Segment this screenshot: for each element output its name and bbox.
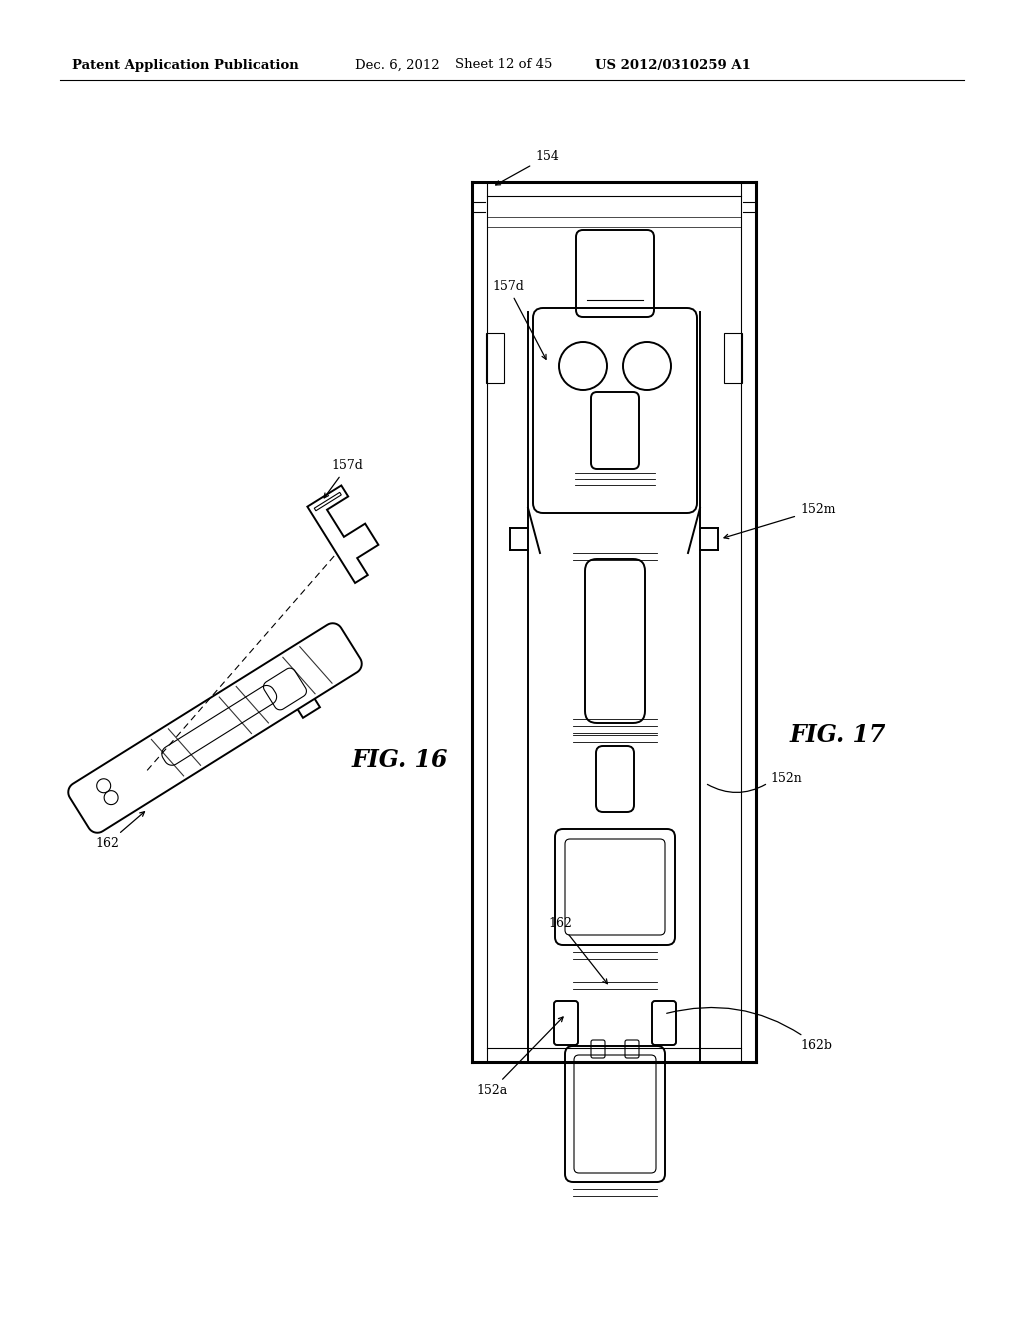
Text: FIG. 16: FIG. 16 xyxy=(352,748,449,772)
Text: 152a: 152a xyxy=(476,1016,563,1097)
Text: 162: 162 xyxy=(95,812,144,850)
Bar xyxy=(486,333,504,383)
Text: 162b: 162b xyxy=(667,1007,831,1052)
Text: 157d: 157d xyxy=(492,280,546,359)
Text: 152n: 152n xyxy=(770,772,802,785)
Text: 154: 154 xyxy=(496,150,559,185)
Text: FIG. 17: FIG. 17 xyxy=(790,723,886,747)
Text: Dec. 6, 2012: Dec. 6, 2012 xyxy=(355,58,439,71)
Bar xyxy=(724,333,742,383)
Text: 157d: 157d xyxy=(325,459,364,498)
Text: 162: 162 xyxy=(548,917,607,983)
Text: Patent Application Publication: Patent Application Publication xyxy=(72,58,299,71)
Text: US 2012/0310259 A1: US 2012/0310259 A1 xyxy=(595,58,751,71)
Text: Sheet 12 of 45: Sheet 12 of 45 xyxy=(455,58,552,71)
Text: 152m: 152m xyxy=(724,503,836,539)
